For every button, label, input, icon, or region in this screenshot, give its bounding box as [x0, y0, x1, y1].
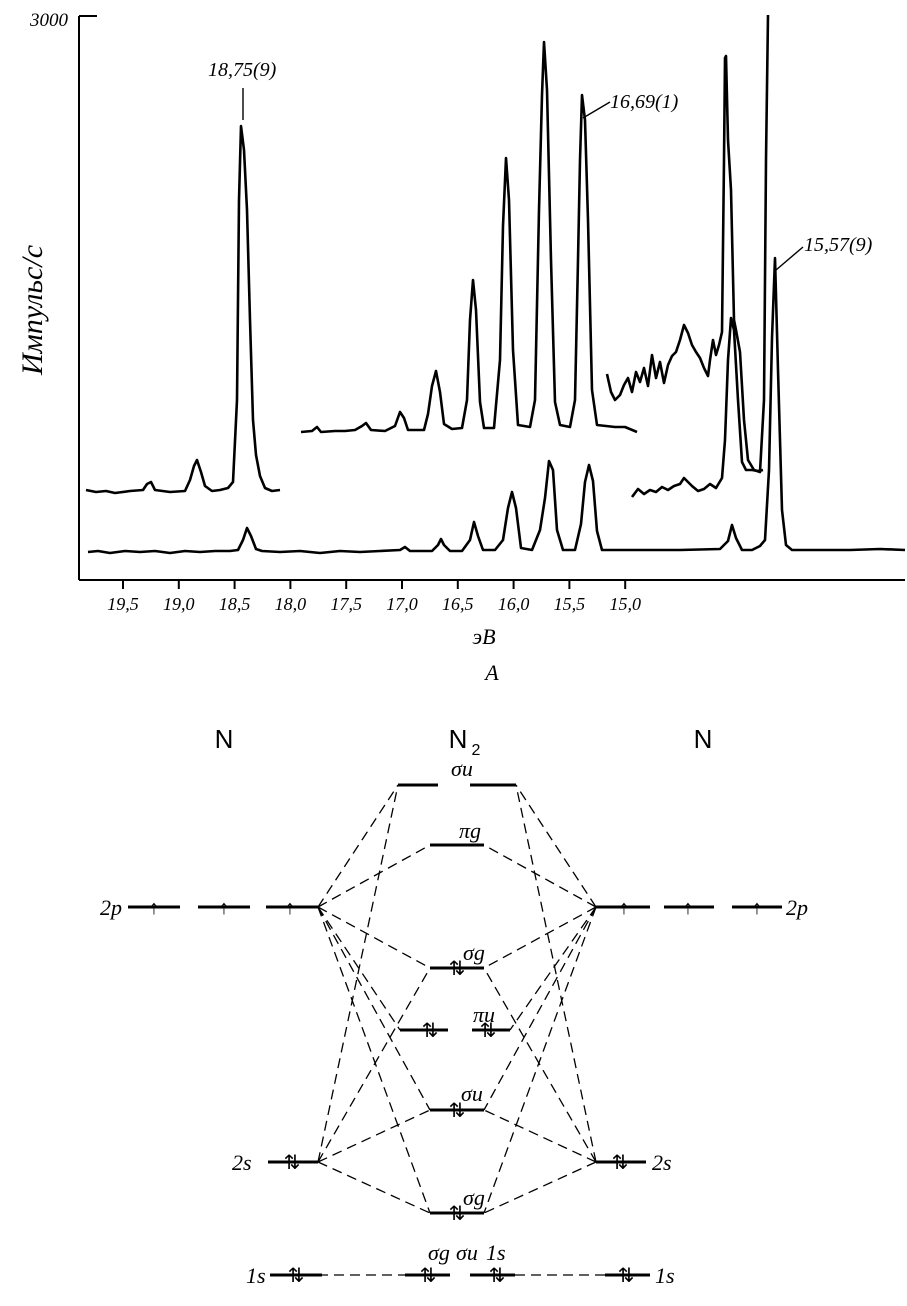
right-2p-label: 2p	[786, 895, 808, 920]
x-tick-label: 17,0	[386, 594, 418, 614]
mo-label-core-sigma-u: σu	[456, 1240, 478, 1265]
spectrum-panel: 19,5 19,0 18,5 18,0 17,5 17,0 16,5 16,0 15,5 15,0…	[16, 10, 906, 685]
x-tick-label: 18,5	[219, 594, 251, 614]
mo-label-pi-g: πg	[459, 818, 481, 843]
x-ticks: 19,5 19,0 18,5 18,0 17,5 17,0 16,5 16,0 15,5 15,0	[107, 580, 641, 614]
electron-up-icon: ↑	[149, 897, 159, 919]
electron-up-icon: ↑	[752, 897, 762, 919]
spectrum-trace-segment-4	[630, 316, 764, 498]
mo-diagram: N N 2 N	[100, 724, 808, 1288]
molecule-label: N	[449, 724, 468, 754]
x-tick-label: 17,5	[330, 594, 362, 614]
panel-label: A	[483, 660, 499, 685]
left-2s-label: 2s	[232, 1150, 252, 1175]
x-tick-label: 16,5	[442, 594, 474, 614]
left-atom-label: N	[215, 724, 234, 754]
electron-pair-icon: ⇅	[612, 1152, 629, 1174]
y-tick-label: 3000	[29, 10, 69, 31]
peak-annotation-15-57: 15,57(9)	[804, 234, 873, 256]
mo-label-sigma-u-antibonding: σu	[451, 756, 473, 781]
peak-annotation-16-69: 16,69(1)	[610, 91, 679, 113]
electron-up-icon: ↑	[219, 897, 229, 919]
spectrum-trace-segment-2	[300, 40, 638, 434]
x-tick-label: 18,0	[275, 594, 307, 614]
right-atom-label: N	[694, 724, 713, 754]
electron-pair-icon: ⇅	[449, 1203, 466, 1225]
y-axis-label: Импульс/с	[16, 245, 49, 376]
electron-pair-icon: ⇅	[420, 1265, 437, 1287]
electron-pair-icon: ⇅	[489, 1265, 506, 1287]
left-2p-label: 2p	[100, 895, 122, 920]
annotation-leader-15-57	[775, 246, 804, 271]
spectrum-trace-segment-3	[605, 14, 770, 474]
x-axis-label: эВ	[472, 624, 495, 649]
annotation-leader-16-69	[582, 101, 611, 119]
right-1s-label: 1s	[655, 1263, 675, 1288]
peak-annotation-18-75: 18,75(9)	[208, 59, 277, 81]
right-2s-label: 2s	[652, 1150, 672, 1175]
electron-pair-icon: ⇅	[449, 958, 466, 980]
x-tick-label: 19,5	[107, 594, 139, 614]
electron-pair-icon: ⇅	[288, 1265, 305, 1287]
mo-label-sigma-g-2s: σg	[463, 1185, 485, 1210]
mo-label-sigma-g-2p: σg	[463, 940, 485, 965]
electron-pair-icon: ⇅	[449, 1100, 466, 1122]
x-tick-label: 16,0	[498, 594, 530, 614]
spectrum-trace-segment-1	[85, 124, 281, 495]
mo-label-core-1s: 1s	[486, 1240, 506, 1265]
mo-label-pi-u: πu	[473, 1002, 495, 1027]
mo-label-core-sigma-g: σg	[428, 1240, 450, 1265]
molecule-subscript: 2	[472, 742, 481, 759]
electron-up-icon: ↑	[619, 897, 629, 919]
electron-pair-icon: ⇅	[618, 1265, 635, 1287]
x-tick-label: 15,5	[554, 594, 586, 614]
x-tick-label: 15,0	[609, 594, 641, 614]
left-1s-label: 1s	[246, 1263, 266, 1288]
electron-pair-icon: ⇅	[422, 1020, 439, 1042]
electron-up-icon: ↑	[683, 897, 693, 919]
x-tick-label: 19,0	[163, 594, 195, 614]
mo-label-sigma-u-2s: σu	[461, 1081, 483, 1106]
electron-up-icon: ↑	[285, 897, 295, 919]
spectrum-trace-full	[87, 256, 906, 555]
electron-pair-icon: ⇅	[284, 1152, 301, 1174]
electron-pair-icon: ⇅	[480, 1020, 497, 1042]
correlation-lines	[317, 784, 605, 1276]
